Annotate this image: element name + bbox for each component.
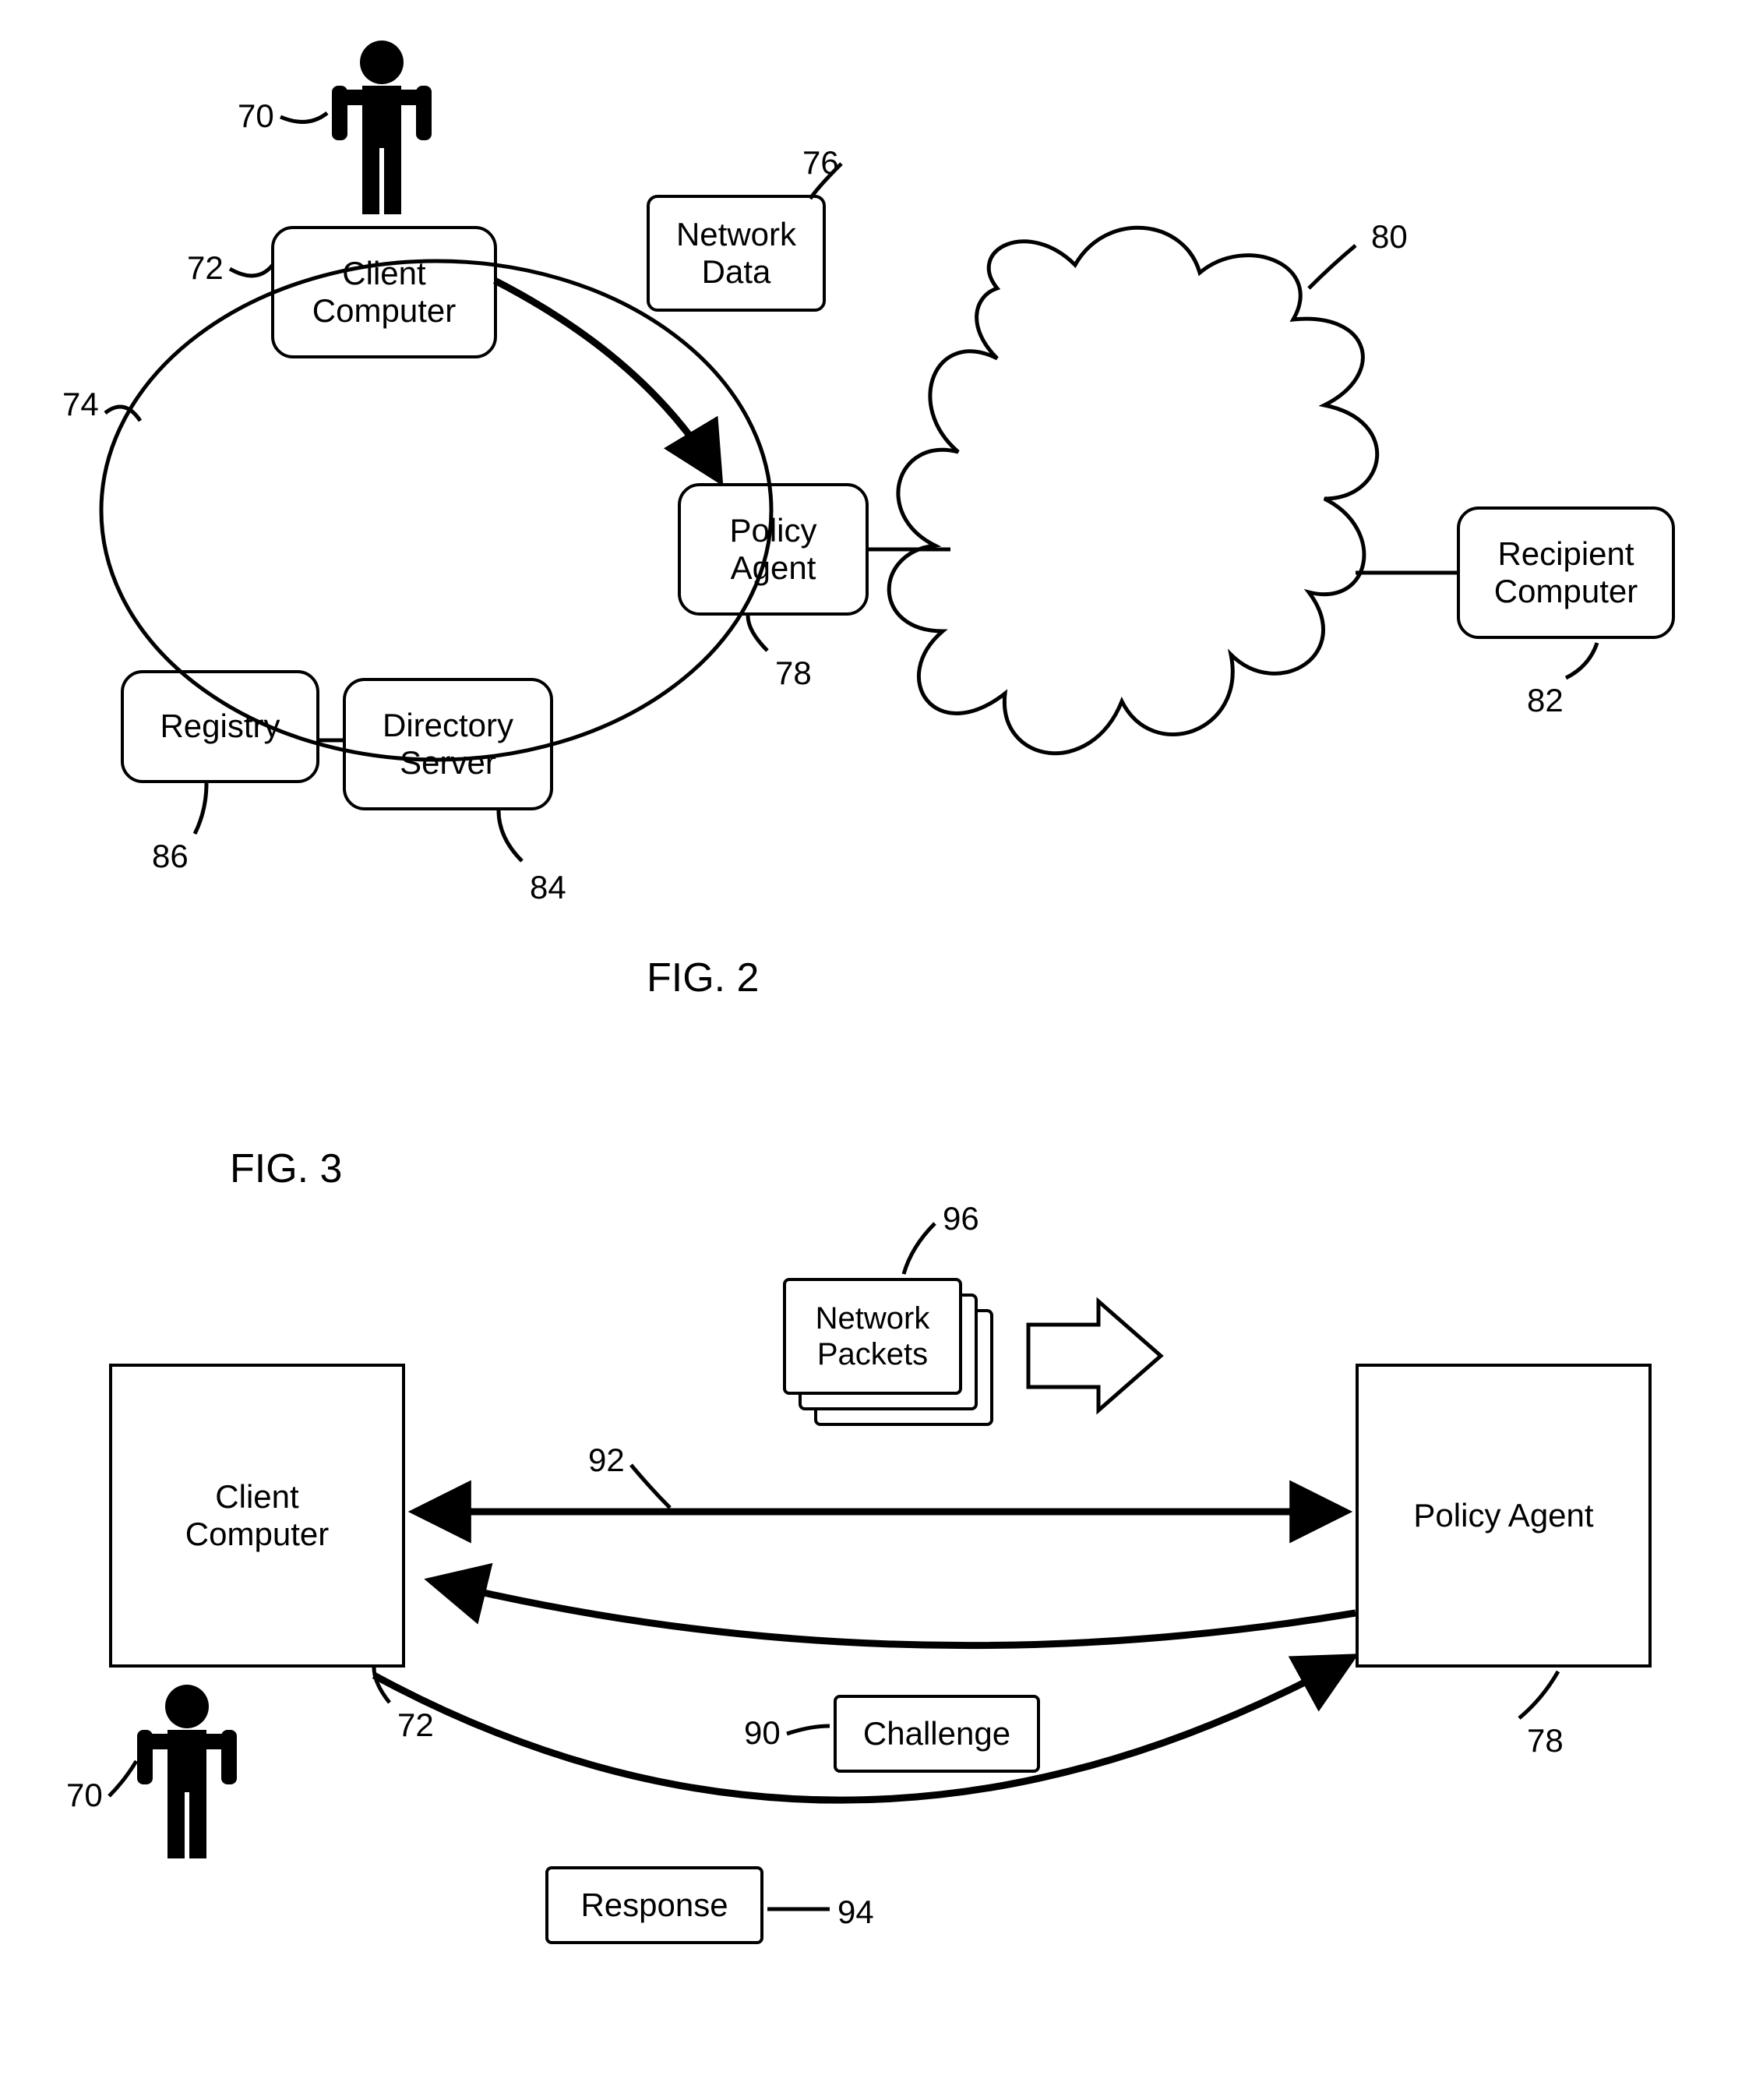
ref-78: 78	[775, 655, 812, 692]
ref-84: 84	[530, 869, 566, 906]
ref-72: 72	[187, 249, 224, 287]
ref-92: 92	[588, 1442, 625, 1479]
network-data-node: NetworkData	[647, 195, 826, 312]
ref-90: 90	[744, 1714, 781, 1752]
ref-76: 76	[802, 144, 839, 182]
person-icon-f3	[132, 1683, 242, 1862]
challenge-node: Challenge	[834, 1695, 1040, 1773]
client-computer-label: ClientComputer	[312, 255, 456, 330]
diagram-canvas: ClientComputer NetworkData PolicyAgent R…	[31, 31, 1732, 2069]
client-computer-label-f3: ClientComputer	[185, 1478, 329, 1554]
ref-78-f3: 78	[1527, 1722, 1564, 1759]
registry-label: Registry	[160, 708, 280, 745]
directory-server-node: DirectoryServer	[343, 678, 553, 810]
policy-agent-label-f3: Policy Agent	[1413, 1497, 1593, 1534]
client-computer-node: ClientComputer	[271, 226, 497, 358]
ref-96: 96	[943, 1200, 979, 1237]
person-icon	[327, 39, 436, 218]
network-packets-label: NetworkPackets	[816, 1301, 930, 1372]
directory-server-label: DirectoryServer	[383, 707, 513, 782]
registry-node: Registry	[121, 670, 319, 783]
fig2-title: FIG. 2	[647, 955, 759, 1001]
challenge-label: Challenge	[863, 1715, 1010, 1752]
ref-70: 70	[238, 97, 274, 135]
policy-agent-node: PolicyAgent	[678, 483, 869, 616]
policy-agent-label: PolicyAgent	[729, 512, 816, 588]
ref-82: 82	[1527, 682, 1564, 719]
ref-74: 74	[62, 386, 99, 423]
policy-agent-node-f3: Policy Agent	[1356, 1364, 1652, 1668]
network-packets-node: NetworkPackets	[783, 1278, 962, 1395]
client-computer-node-f3: ClientComputer	[109, 1364, 405, 1668]
response-label: Response	[580, 1886, 728, 1924]
ref-70-f3: 70	[66, 1777, 103, 1814]
ref-80: 80	[1371, 218, 1408, 256]
ref-72-f3: 72	[397, 1706, 434, 1744]
ref-86: 86	[152, 838, 189, 875]
network-data-label: NetworkData	[676, 216, 796, 291]
ref-94: 94	[837, 1894, 874, 1931]
recipient-computer-label: RecipientComputer	[1494, 535, 1638, 611]
recipient-computer-node: RecipientComputer	[1457, 506, 1675, 639]
response-node: Response	[545, 1866, 763, 1944]
fig3-title: FIG. 3	[230, 1145, 342, 1192]
